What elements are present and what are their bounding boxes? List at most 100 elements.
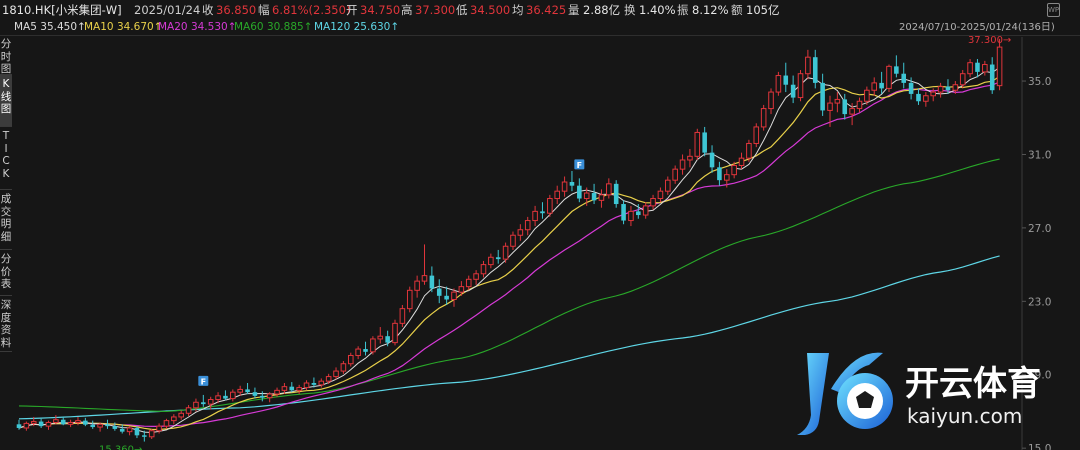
high-label: 高 xyxy=(401,3,413,17)
candle-body-up xyxy=(554,190,560,200)
ma60-label: MA60 30.885↑ xyxy=(234,21,313,33)
candle-body-down xyxy=(709,152,715,168)
candle-body-up xyxy=(281,386,288,391)
candle-body-down xyxy=(945,86,951,91)
candle-body-up xyxy=(126,427,133,433)
turnover-value: 1.40% xyxy=(639,3,676,17)
candle-body-up xyxy=(598,194,605,201)
candle-body-up xyxy=(583,192,590,200)
candle-body-up xyxy=(156,425,162,432)
candle-body-up xyxy=(827,102,833,111)
ma10-label: MA10 34.670↑ xyxy=(84,21,163,33)
candle-body-up xyxy=(185,407,192,414)
low-value: 34.500 xyxy=(470,3,511,17)
candle-body-up xyxy=(193,401,199,409)
ma5-label: MA5 35.450↑ xyxy=(14,21,86,33)
candle-body-up xyxy=(502,245,509,260)
low-label: 低 xyxy=(456,3,468,17)
candle-body-up xyxy=(930,91,937,97)
candle-body-down xyxy=(83,420,88,425)
candle-body-down xyxy=(820,82,825,111)
candle-body-down xyxy=(142,435,147,437)
amount-label: 额 xyxy=(731,3,743,17)
candle-body-up xyxy=(687,155,693,161)
turnover-label: 换 xyxy=(624,3,636,17)
avg-label: 均 xyxy=(512,3,524,17)
ma120-label: MA120 25.630↑ xyxy=(314,21,400,33)
candle-body-up xyxy=(805,56,811,75)
candle-body-up xyxy=(967,62,973,75)
candle-body-up xyxy=(67,421,74,425)
candle-body-up xyxy=(163,420,170,427)
candle-body-up xyxy=(23,422,30,429)
volume-label: 量 xyxy=(568,3,580,17)
candle-body-up xyxy=(296,387,302,391)
y-tick-label: 15.0 xyxy=(1028,443,1051,450)
candle-body-up xyxy=(547,198,553,214)
candle-body-down xyxy=(252,392,258,396)
candle-body-up xyxy=(340,363,347,372)
candle-body-up xyxy=(399,308,406,324)
candle-body-up xyxy=(753,126,760,144)
sidebar-tab-5[interactable]: 深度资料 xyxy=(0,296,12,352)
candle-body-down xyxy=(134,427,140,436)
candle-body-up xyxy=(510,234,516,247)
candle-body-down xyxy=(429,275,435,289)
candle-body-up xyxy=(959,73,966,86)
candle-body-up xyxy=(561,181,568,192)
candle-body-down xyxy=(363,349,368,352)
candle-body-down xyxy=(591,193,597,201)
candle-body-down xyxy=(717,167,722,181)
volume-value: 2.88亿 xyxy=(583,3,621,17)
candle-body-up xyxy=(746,142,752,159)
candle-body-up xyxy=(97,423,103,428)
settings-icon[interactable]: WP xyxy=(1047,3,1060,17)
candle-body-up xyxy=(797,73,804,99)
candle-body-up xyxy=(325,376,332,382)
event-marker-label: F xyxy=(577,161,582,170)
candle-body-down xyxy=(702,132,707,153)
candle-body-up xyxy=(996,46,1003,87)
candle-body-down xyxy=(223,395,228,399)
candle-body-up xyxy=(952,84,959,91)
sidebar-tab-3[interactable]: 成交明细 xyxy=(0,190,12,250)
candle-body-up xyxy=(178,412,184,418)
candle-body-down xyxy=(621,204,626,221)
candle-body-up xyxy=(871,82,878,91)
candle-body-up xyxy=(694,131,701,157)
quote-header: 1810.HK[小米集团-W] 2025/01/24 收 36.850 幅 6.… xyxy=(0,0,1080,20)
candle-body-down xyxy=(842,99,848,115)
candle-body-up xyxy=(458,286,465,293)
candle-body-up xyxy=(148,430,155,438)
candle-body-up xyxy=(760,108,767,128)
quote-date: 2025/01/24 xyxy=(134,3,201,17)
logo-brand-en: kaiyun.com xyxy=(907,404,1022,428)
candle-body-down xyxy=(783,75,789,85)
candle-body-down xyxy=(38,421,44,427)
avg-value: 36.425 xyxy=(526,3,567,17)
candle-body-down xyxy=(201,402,206,405)
sidebar-tab-0[interactable]: 分时图 xyxy=(0,35,12,75)
candle-body-up xyxy=(488,256,494,266)
candle-body-up xyxy=(672,168,678,181)
open-label: 开 xyxy=(346,3,358,17)
candle-body-down xyxy=(495,257,501,260)
candle-body-up xyxy=(207,399,214,405)
candle-body-up xyxy=(856,100,863,110)
candle-body-up xyxy=(451,291,457,300)
y-tick-label: 23.0 xyxy=(1028,296,1051,308)
sidebar-tab-4[interactable]: 分价表 xyxy=(0,250,12,296)
candle-body-down xyxy=(577,185,582,199)
candle-body-down xyxy=(879,82,884,89)
ma10-line xyxy=(18,75,1000,431)
candle-body-up xyxy=(414,280,420,291)
candle-body-up xyxy=(318,380,325,386)
candle-body-up xyxy=(171,416,177,422)
candle-body-down xyxy=(436,288,442,296)
candle-body-up xyxy=(355,348,361,356)
candle-body-up xyxy=(982,64,988,73)
candle-body-down xyxy=(289,386,295,391)
